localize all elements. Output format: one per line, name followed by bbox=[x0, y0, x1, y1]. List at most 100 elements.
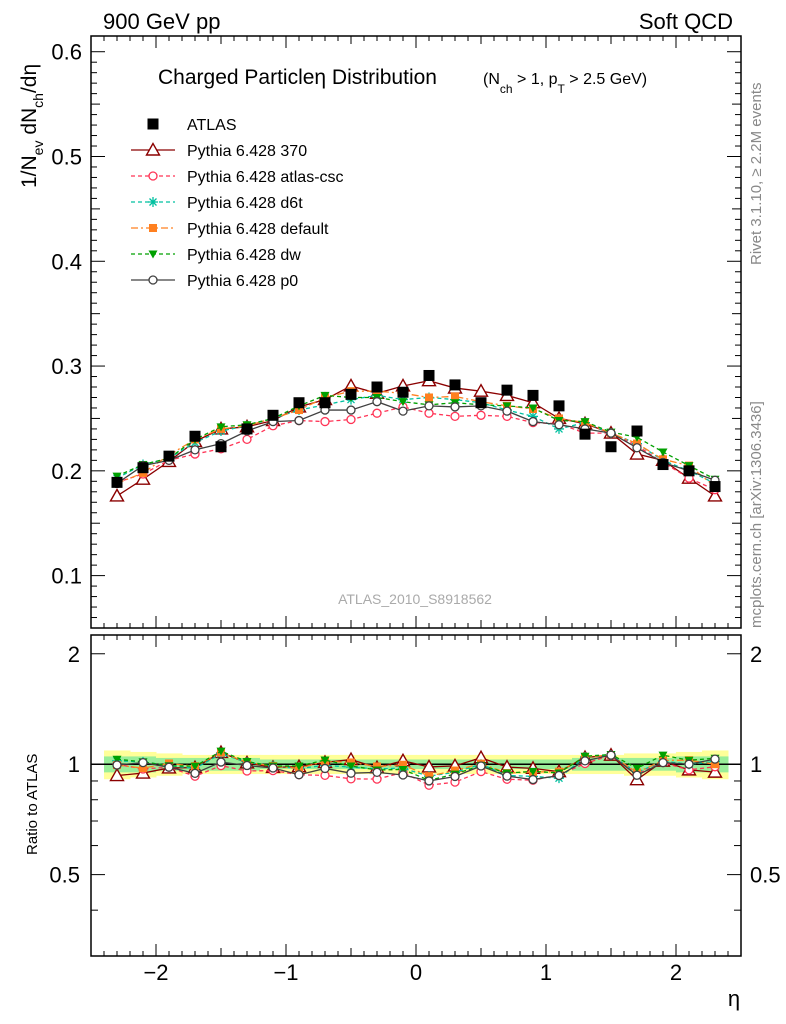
ratio-point bbox=[580, 756, 590, 766]
data-point bbox=[111, 476, 123, 488]
data-point bbox=[502, 402, 512, 411]
data-point bbox=[502, 406, 512, 416]
legend-label: Pythia 6.428 370 bbox=[187, 143, 307, 160]
ratio-line bbox=[116, 750, 716, 781]
data-point bbox=[553, 400, 565, 412]
ratio-point bbox=[658, 758, 668, 768]
ratio-point bbox=[528, 774, 538, 785]
legend-entry: ATLAS bbox=[147, 117, 237, 134]
data-point bbox=[449, 379, 461, 391]
data-point bbox=[683, 465, 695, 477]
data-point bbox=[294, 415, 304, 426]
data-point bbox=[632, 443, 642, 453]
legend-marker bbox=[147, 118, 159, 130]
series-1 bbox=[109, 372, 723, 502]
ratio-point bbox=[346, 768, 356, 778]
legend-label: Pythia 6.428 default bbox=[187, 221, 329, 238]
ratio-point bbox=[294, 770, 304, 780]
data-point bbox=[580, 418, 590, 427]
ratio-point bbox=[398, 765, 408, 774]
legend-label: Pythia 6.428 d6t bbox=[187, 195, 303, 212]
ratio-point bbox=[372, 767, 382, 778]
legend-entry: Pythia 6.428 d6t bbox=[131, 195, 303, 212]
header-right: Soft QCD bbox=[639, 9, 733, 34]
ratio-point bbox=[242, 760, 252, 771]
data-point bbox=[476, 410, 486, 420]
rivet-label: Rivet 3.1.10, ≥ 2.2M events bbox=[748, 83, 765, 266]
x-axis-label: η bbox=[728, 986, 740, 1011]
ratio-point bbox=[684, 759, 694, 769]
ratio-y-tick-label: 1 bbox=[68, 752, 80, 777]
x-tick-label: 1 bbox=[540, 960, 552, 985]
ratio-y-axis-label: Ratio to ATLAS bbox=[24, 754, 41, 855]
data-point bbox=[346, 414, 356, 425]
ratio-point bbox=[476, 761, 486, 771]
legend-entry: Pythia 6.428 370 bbox=[131, 142, 307, 160]
data-point bbox=[137, 462, 149, 474]
data-point bbox=[475, 397, 487, 409]
chart-title-cut: (Nch > 1, pT > 2.5 GeV) bbox=[483, 71, 647, 96]
data-point bbox=[707, 488, 723, 502]
ratio-point bbox=[451, 766, 459, 775]
data-point bbox=[423, 369, 435, 381]
data-point bbox=[320, 416, 330, 427]
legend-entry: Pythia 6.428 p0 bbox=[131, 273, 298, 290]
data-point bbox=[425, 393, 433, 402]
ratio-point bbox=[554, 770, 564, 781]
data-point bbox=[450, 411, 460, 421]
y-tick-label: 0.1 bbox=[51, 564, 82, 589]
ratio-point bbox=[190, 762, 200, 771]
data-point bbox=[372, 408, 382, 418]
y-tick-label: 0.4 bbox=[51, 249, 82, 274]
data-point bbox=[657, 459, 669, 471]
legend-marker bbox=[148, 250, 158, 259]
legend-marker bbox=[148, 171, 158, 181]
ratio-point bbox=[268, 763, 278, 773]
data-point bbox=[398, 398, 408, 407]
ratio-y-tick-label-right: 1 bbox=[750, 752, 762, 777]
data-point bbox=[371, 381, 383, 393]
x-tick-label: 2 bbox=[670, 960, 682, 985]
data-point bbox=[345, 388, 357, 400]
data-point bbox=[215, 441, 227, 453]
ratio-point bbox=[320, 756, 330, 765]
data-point bbox=[528, 416, 538, 427]
data-point bbox=[424, 401, 434, 411]
data-point bbox=[501, 384, 513, 396]
mcplots-label: mcplots.cern.ch [arXiv:1306.3436] bbox=[748, 401, 765, 628]
data-point bbox=[554, 420, 564, 430]
ratio-point bbox=[346, 762, 356, 771]
ratio-point bbox=[398, 770, 408, 780]
data-point bbox=[579, 428, 591, 440]
main-series bbox=[109, 369, 723, 502]
data-point bbox=[709, 481, 721, 493]
ratio-frame bbox=[90, 634, 742, 957]
x-tick-label: 0 bbox=[410, 960, 422, 985]
data-point bbox=[319, 397, 331, 409]
x-tick-label: −1 bbox=[273, 960, 298, 985]
data-point bbox=[451, 392, 459, 401]
legend-marker bbox=[148, 275, 158, 285]
series-3 bbox=[112, 390, 720, 489]
ratio-y-tick-label-right: 0.5 bbox=[750, 863, 781, 888]
ratio-point bbox=[347, 758, 355, 767]
ratio-point bbox=[450, 771, 460, 782]
ratio-point bbox=[109, 767, 125, 782]
data-point bbox=[189, 430, 201, 442]
ratio-y-tick-label: 0.5 bbox=[49, 863, 80, 888]
data-point bbox=[606, 428, 616, 438]
ratio-point bbox=[138, 757, 148, 768]
ratio-y-tick-label-right: 2 bbox=[750, 642, 762, 667]
ratio-point bbox=[399, 760, 407, 769]
ratio-point bbox=[112, 755, 122, 764]
ratio-point bbox=[658, 751, 668, 760]
data-point bbox=[216, 423, 226, 432]
legend-entry: Pythia 6.428 dw bbox=[131, 247, 301, 264]
data-point bbox=[267, 409, 279, 421]
ratio-point bbox=[216, 757, 226, 767]
ratio-series-6 bbox=[112, 750, 720, 786]
series-line bbox=[116, 406, 716, 491]
data-point bbox=[293, 397, 305, 409]
ratio-line bbox=[116, 754, 716, 782]
y-axis-label: 1/Nev dNch/dη bbox=[18, 64, 46, 188]
